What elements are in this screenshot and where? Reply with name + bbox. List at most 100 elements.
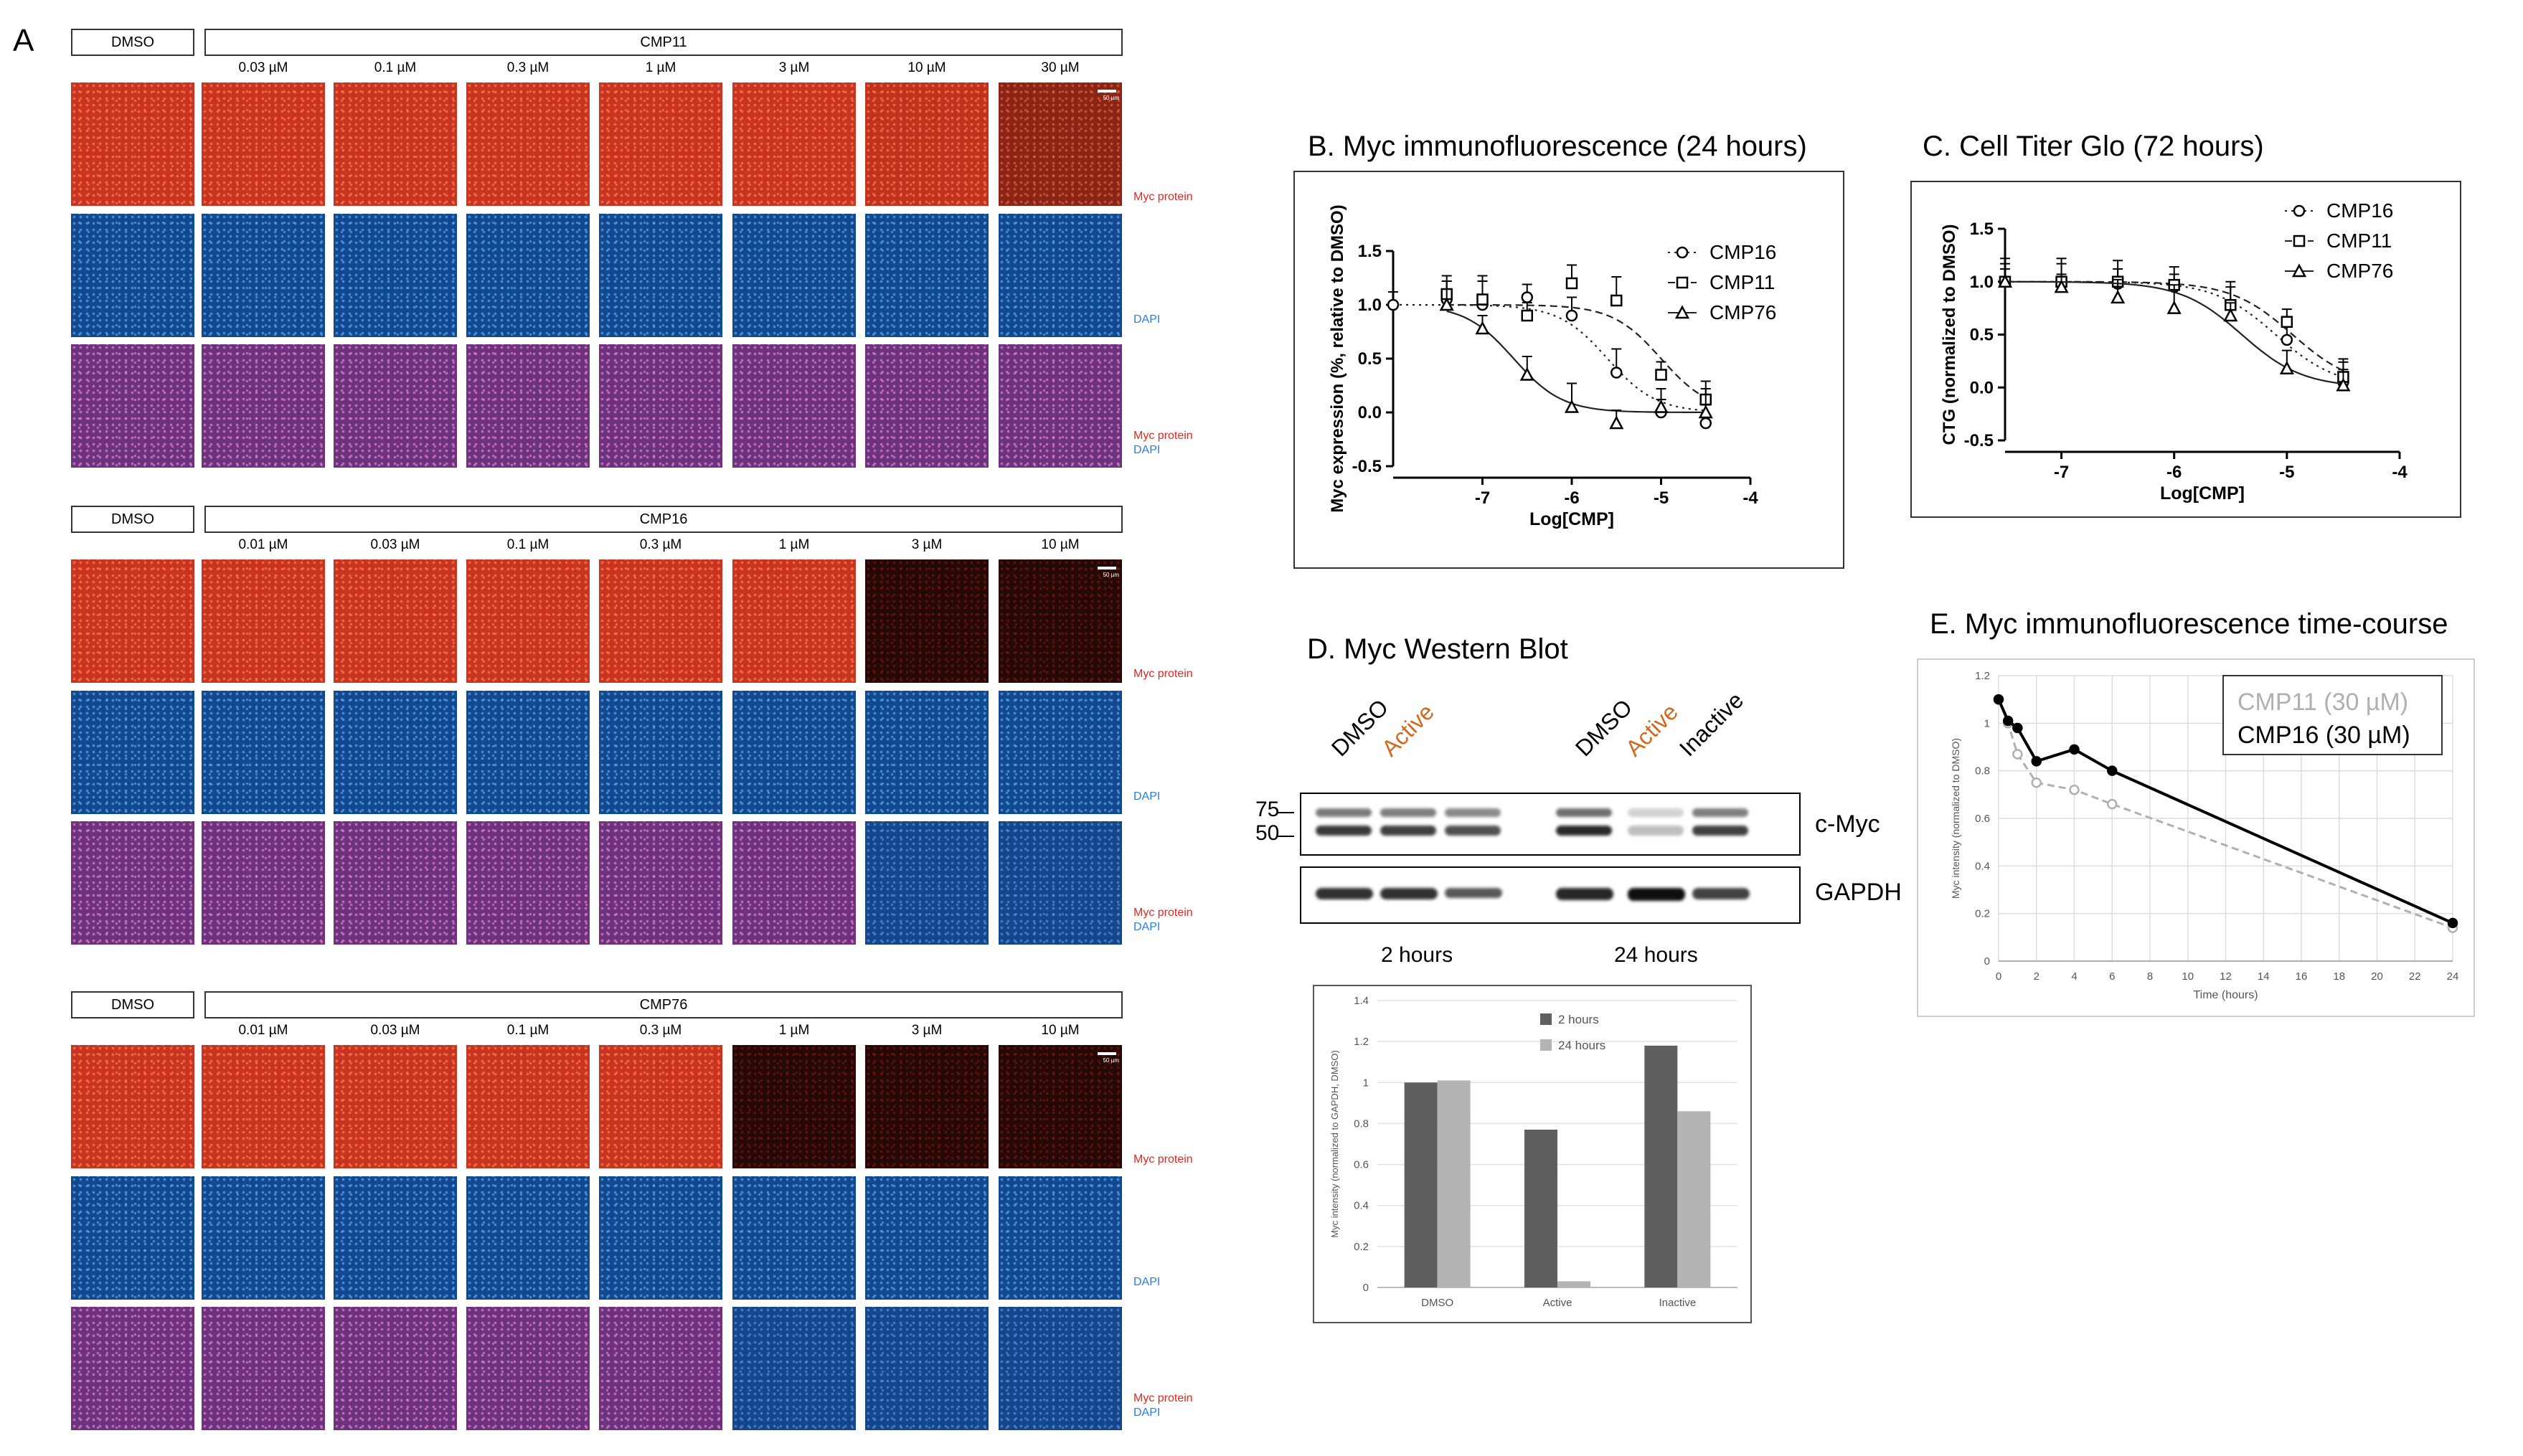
x-tick-label: -5 <box>2279 463 2294 482</box>
data-point <box>2279 361 2294 374</box>
concentration-label: 0.03 µM <box>370 537 420 552</box>
channel-label-dapi: DAPI <box>1133 1407 1161 1419</box>
panel-c-chart: -0.5 0.0 0.5 1.0 1.5 -7 -6 -5 -4 Log[CMP] CTG (nor… <box>1940 199 2408 504</box>
concentration-label: 1 µM <box>778 1023 810 1038</box>
timepoint-label: 24 hours <box>1614 943 1698 967</box>
panel-e-chart: 00.20.40.60.811.20 2 4 6 8 10 12 14 16 18 20 22 24Ti… <box>1950 670 2459 1001</box>
micrograph-tile <box>334 559 457 683</box>
cmyc-band <box>1316 808 1372 817</box>
micrograph-tile <box>865 559 989 683</box>
micrograph-tile <box>202 1176 325 1300</box>
micrograph-tile <box>71 214 194 337</box>
mw-marker-tick <box>1277 812 1294 813</box>
x-tick-label: 8 <box>2147 970 2153 983</box>
bar <box>1644 1045 1678 1287</box>
y-tick-label: 0.4 <box>1354 1200 1369 1212</box>
y-tick-label: 0.0 <box>1970 378 1994 397</box>
cmyc-band <box>1692 808 1748 817</box>
gapdh-band <box>1628 888 1685 901</box>
micrograph-tile <box>202 344 325 468</box>
data-point <box>1655 369 1667 381</box>
micrograph-tile <box>466 344 590 468</box>
micrograph-tile <box>865 821 989 945</box>
x-tick-label: 14 <box>2258 970 2270 983</box>
x-axis-label: Log[CMP] <box>1529 509 1614 529</box>
cmyc-band <box>1556 808 1612 817</box>
x-axis-label: Time (hours) <box>2193 989 2258 1001</box>
data-point <box>2107 798 2118 810</box>
data-point <box>2291 263 2307 278</box>
micrograph-tile <box>865 344 989 468</box>
x-tick-label: 20 <box>2371 970 2383 983</box>
panel-c-title: C. Cell Titer Glo (72 hours) <box>1923 131 2264 162</box>
western-blot: DMSO Active DMSO Active Inactive 75 50 c-Myc GAP… <box>1248 687 1902 975</box>
micrograph-tile <box>466 1176 590 1300</box>
x-tick-label: -4 <box>2392 463 2408 482</box>
fit-curve <box>1393 303 1706 412</box>
gapdh-band <box>1445 888 1502 898</box>
lane-label: DMSO <box>1326 694 1394 762</box>
y-axis-label: Myc intensity (normalized to DMSO) <box>1950 738 1961 899</box>
channel-label-myc: Myc protein <box>1133 907 1193 919</box>
panel-e-frame: 0 0.2 0.4 0.6 0.8 1 1.2 0 2 4 6 8 10 12 14 16 18 20 22 24 Ti… <box>1917 658 2475 1017</box>
micrograph-tile <box>334 82 457 206</box>
category-label: Active <box>1543 1297 1572 1309</box>
channel-label-myc: Myc protein <box>1133 191 1193 203</box>
x-tick-label: 24 <box>2447 970 2459 983</box>
band-label: GAPDH <box>1815 879 1902 906</box>
data-point <box>1698 405 1713 419</box>
micrograph-tile <box>599 1176 722 1300</box>
y-tick-label: 1.0 <box>1970 273 1994 292</box>
data-point <box>1439 297 1454 311</box>
concentration-label: 0.3 µM <box>639 537 682 552</box>
micrograph-tile <box>865 214 989 337</box>
timepoint-label: 2 hours <box>1381 943 1453 967</box>
gapdh-band <box>1380 888 1438 899</box>
cmyc-band <box>1445 808 1501 817</box>
data-point <box>2293 235 2306 247</box>
control-header-box: DMSO <box>71 29 194 56</box>
cmyc-band <box>1556 826 1612 836</box>
compound-header-box: CMP76 <box>204 991 1123 1018</box>
data-point <box>1609 415 1624 430</box>
data-point <box>1997 274 2013 288</box>
concentration-label: 0.01 µM <box>238 1023 288 1038</box>
data-point <box>2111 290 2126 304</box>
micrograph-tile <box>999 691 1122 814</box>
micrograph-tile <box>202 691 325 814</box>
legend-swatch <box>1540 1039 1552 1051</box>
micrograph-tile <box>334 214 457 337</box>
x-tick-label: -7 <box>2054 463 2069 482</box>
micrograph-tile <box>202 1307 325 1430</box>
cmyc-band <box>1380 826 1436 836</box>
y-tick-label: 1.0 <box>1358 296 1382 315</box>
panel-b-title: B. Myc immunofluorescence (24 hours) <box>1308 131 1807 162</box>
y-tick-label: 0.8 <box>1975 765 1990 777</box>
y-tick-label: -0.5 <box>1352 457 1382 476</box>
concentration-label: 3 µM <box>911 1023 943 1038</box>
micrograph-tile <box>334 1307 457 1430</box>
micrograph-tile <box>71 1176 194 1300</box>
band-label: c-Myc <box>1815 810 1880 838</box>
micrograph-tile <box>202 1045 325 1168</box>
micrograph-tile <box>466 559 590 683</box>
lane-label: DMSO <box>1570 694 1638 762</box>
data-point <box>2031 756 2042 767</box>
data-point <box>1565 277 1578 290</box>
micrograph-tile <box>334 1176 457 1300</box>
channel-label-myc: Myc protein <box>1133 1153 1193 1166</box>
micrograph-tile <box>732 82 856 206</box>
channel-label-dapi: DAPI <box>1133 313 1161 326</box>
data-point <box>2447 917 2458 929</box>
panel-b-frame: -0.5 0.0 0.5 1.0 1.5 -7 -6 -5 -4 Log[CMP] Myc expr… <box>1293 171 1844 569</box>
data-point <box>1519 367 1534 381</box>
micrograph-tile <box>202 821 325 945</box>
data-point <box>2054 279 2069 293</box>
category-label: DMSO <box>1421 1297 1453 1309</box>
micrograph-tile <box>334 344 457 468</box>
gapdh-band <box>1556 888 1613 900</box>
micrograph-tile: 50 µm <box>999 82 1122 206</box>
x-tick-label: -4 <box>1742 488 1758 508</box>
micrograph-tile <box>865 1045 989 1168</box>
data-point <box>1521 309 1533 322</box>
